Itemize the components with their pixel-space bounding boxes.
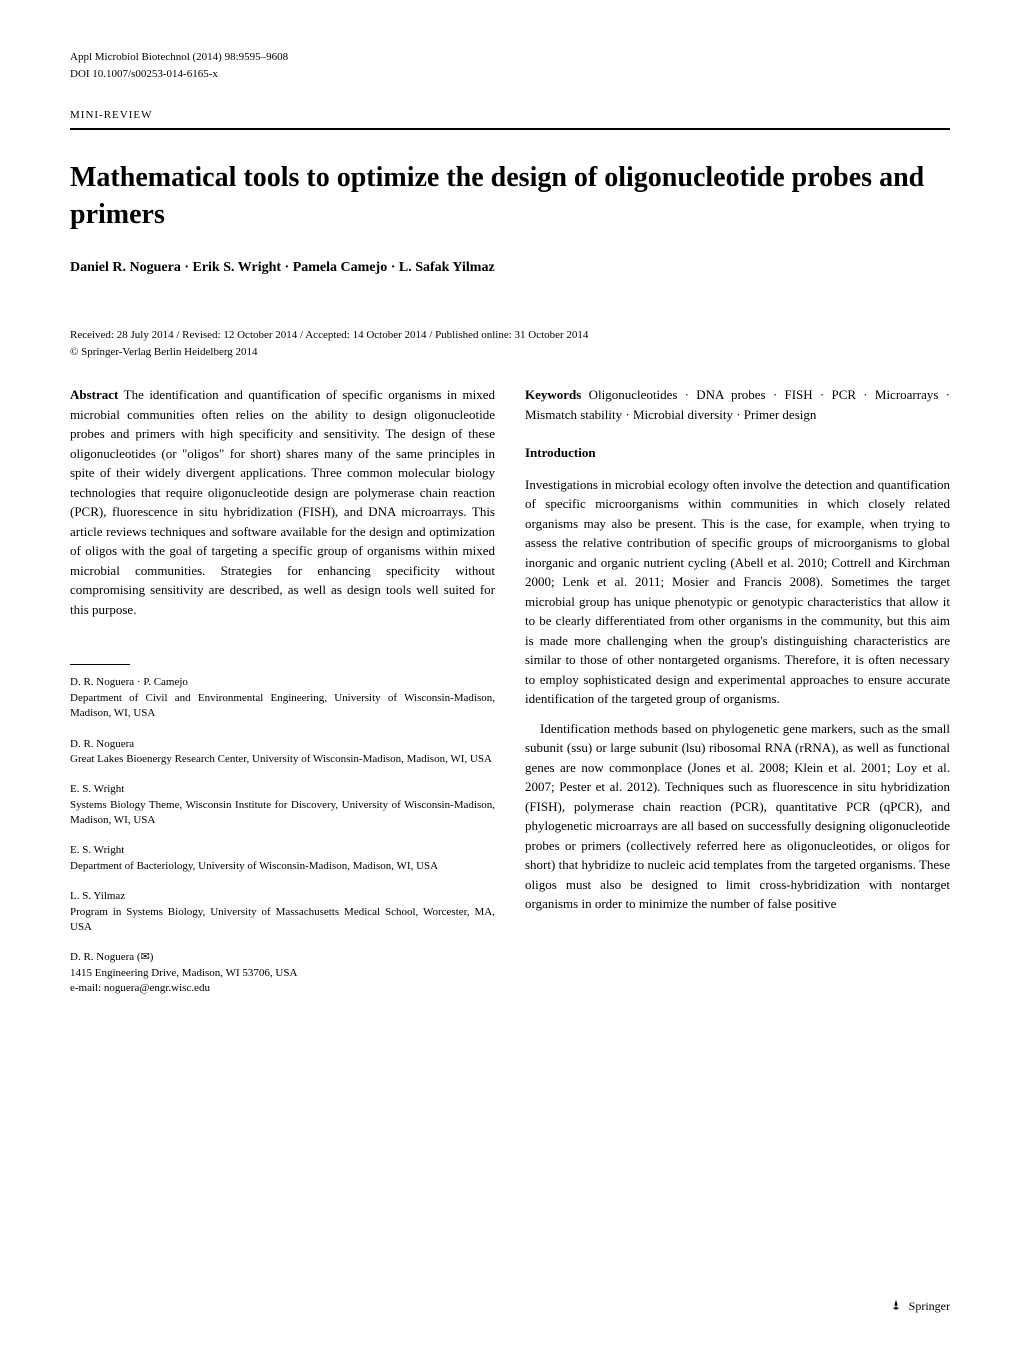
corresponding-author: D. R. Noguera (✉) <box>70 950 495 965</box>
affiliation-group: D. R. Noguera · P. Camejo Department of … <box>70 675 495 721</box>
introduction-heading: Introduction <box>525 444 950 462</box>
abstract-label: Abstract <box>70 387 118 402</box>
intro-paragraph-2: Identification methods based on phylogen… <box>525 719 950 914</box>
review-type-label: MINI-REVIEW <box>70 108 950 123</box>
article-title: Mathematical tools to optimize the desig… <box>70 160 950 233</box>
keywords-text: Oligonucleotides · DNA probes · FISH · P… <box>525 387 950 422</box>
affiliation-author: E. S. Wright <box>70 843 495 858</box>
affiliation-author: L. S. Yilmaz <box>70 889 495 904</box>
affiliation-author: E. S. Wright <box>70 782 495 797</box>
intro-paragraph-1: Investigations in microbial ecology ofte… <box>525 475 950 709</box>
keywords-label: Keywords <box>525 387 581 402</box>
authors-list: Daniel R. Noguera · Erik S. Wright · Pam… <box>70 258 950 278</box>
copyright-line: © Springer-Verlag Berlin Heidelberg 2014 <box>70 345 950 360</box>
left-column: Abstract The identification and quantifi… <box>70 385 495 1011</box>
affiliation-author: D. R. Noguera · P. Camejo <box>70 675 495 690</box>
affiliation-dept: Department of Bacteriology, University o… <box>70 859 495 874</box>
journal-info: Appl Microbiol Biotechnol (2014) 98:9595… <box>70 50 950 65</box>
affiliation-group: D. R. Noguera Great Lakes Bioenergy Rese… <box>70 737 495 768</box>
affiliation-separator <box>70 664 130 665</box>
affiliation-group: D. R. Noguera (✉) 1415 Engineering Drive… <box>70 950 495 996</box>
affiliation-email: e-mail: noguera@engr.wisc.edu <box>70 981 495 996</box>
publisher-name: Springer <box>909 1298 950 1315</box>
affiliation-dept: Program in Systems Biology, University o… <box>70 905 495 936</box>
abstract-block: Abstract The identification and quantifi… <box>70 385 495 619</box>
affiliation-dept: 1415 Engineering Drive, Madison, WI 5370… <box>70 966 495 981</box>
affiliations-block: D. R. Noguera · P. Camejo Department of … <box>70 664 495 996</box>
abstract-text: The identification and quantification of… <box>70 387 495 617</box>
publisher-logo: Springer <box>888 1298 950 1315</box>
affiliation-group: L. S. Yilmaz Program in Systems Biology,… <box>70 889 495 935</box>
doi: DOI 10.1007/s00253-014-6165-x <box>70 67 950 82</box>
publication-dates: Received: 28 July 2014 / Revised: 12 Oct… <box>70 328 950 343</box>
right-column: Keywords Oligonucleotides · DNA probes ·… <box>525 385 950 1011</box>
title-separator <box>70 128 950 130</box>
keywords-block: Keywords Oligonucleotides · DNA probes ·… <box>525 385 950 424</box>
affiliation-author: D. R. Noguera <box>70 737 495 752</box>
journal-header: Appl Microbiol Biotechnol (2014) 98:9595… <box>70 50 950 83</box>
two-column-layout: Abstract The identification and quantifi… <box>70 385 950 1011</box>
affiliation-dept: Systems Biology Theme, Wisconsin Institu… <box>70 798 495 829</box>
affiliation-dept: Department of Civil and Environmental En… <box>70 691 495 722</box>
springer-icon <box>888 1299 904 1315</box>
affiliation-dept: Great Lakes Bioenergy Research Center, U… <box>70 752 495 767</box>
affiliation-group: E. S. Wright Systems Biology Theme, Wisc… <box>70 782 495 828</box>
affiliation-group: E. S. Wright Department of Bacteriology,… <box>70 843 495 874</box>
